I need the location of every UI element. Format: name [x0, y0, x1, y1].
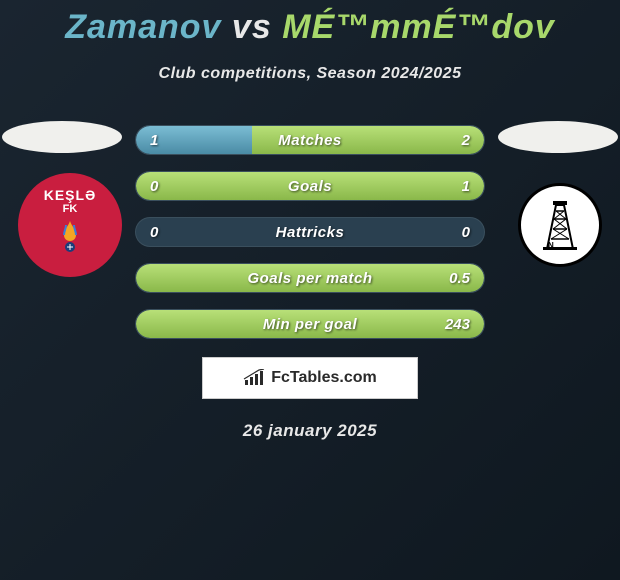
brand-text: FcTables.com: [271, 369, 377, 387]
left-club-emblem-icon: [50, 217, 90, 257]
comparison-title: Zamanov vs MÉ™mmÉ™dov: [0, 0, 620, 47]
stat-row: Goals per match0.5: [135, 263, 485, 293]
stat-value-right: 1: [462, 172, 470, 200]
stat-value-left: 0: [150, 172, 158, 200]
left-club-logo: KEŞLƏ FK: [18, 173, 122, 277]
stat-value-left: 0: [150, 218, 158, 246]
stat-row: Min per goal243: [135, 309, 485, 339]
stat-label: Matches: [136, 126, 484, 154]
left-club-sub: FK: [63, 203, 78, 215]
brand-box: FcTables.com: [202, 357, 418, 399]
svg-text:N: N: [548, 241, 554, 250]
stat-row: Goals0 1: [135, 171, 485, 201]
stats-bars: Matches12Goals01Hattricks00Goals per mat…: [135, 125, 485, 339]
stat-row: Hattricks0 0: [135, 217, 485, 247]
date-text: 26 january 2025: [0, 421, 620, 441]
chart-icon: [243, 369, 265, 387]
stat-label: Goals per match: [136, 264, 484, 292]
right-club-tower-icon: N: [543, 199, 577, 251]
stat-label: Min per goal: [136, 310, 484, 338]
stat-label: Goals: [136, 172, 484, 200]
stat-value-right: 2: [462, 126, 470, 154]
stats-content: KEŞLƏ FK N Matches12Goals01Hattricks00Go…: [0, 125, 620, 339]
stat-value-right: 0: [462, 218, 470, 246]
stat-row: Matches1 2: [135, 125, 485, 155]
competition-subtitle: Club competitions, Season 2024/2025: [0, 65, 620, 83]
right-club-platform: [498, 121, 618, 153]
stat-label: Hattricks: [136, 218, 484, 246]
stat-value-right: 243: [445, 310, 470, 338]
player2-name: MÉ™mmÉ™dov: [282, 8, 555, 46]
stat-value-left: 1: [150, 126, 158, 154]
left-club-name: KEŞLƏ: [44, 187, 97, 203]
stat-value-right: 0.5: [449, 264, 470, 292]
vs-text: vs: [232, 8, 272, 46]
right-club-logo: N: [518, 183, 602, 267]
player1-name: Zamanov: [65, 8, 221, 46]
left-club-platform: [2, 121, 122, 153]
